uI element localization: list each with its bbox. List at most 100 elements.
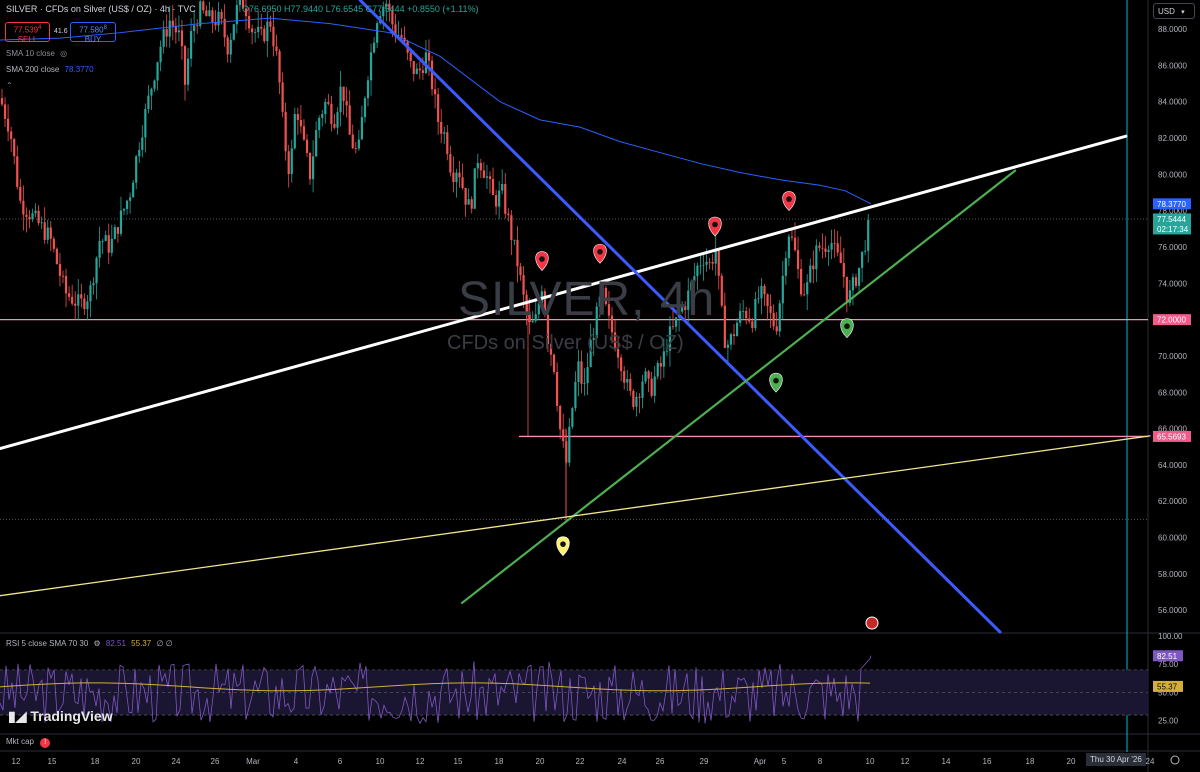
buy-button[interactable]: 77.5808 BUY xyxy=(70,22,116,44)
candle-body xyxy=(812,265,815,270)
candle-body xyxy=(778,303,781,332)
sma10-legend[interactable]: SMA 10 close ◎ xyxy=(6,49,67,58)
candle-body xyxy=(687,290,690,310)
currency-selector[interactable]: USD ▾ xyxy=(1153,3,1195,19)
candle-body xyxy=(266,21,269,42)
candle-body xyxy=(34,210,37,214)
candle-body xyxy=(656,363,659,377)
candle-body xyxy=(226,37,229,55)
candle-body xyxy=(546,314,550,344)
candle-body xyxy=(141,137,144,150)
candle-body xyxy=(89,285,92,302)
rsi-legend[interactable]: RSI 5 close SMA 70 30 ⚙ 82.51 55.37 ∅ ∅ xyxy=(6,639,173,648)
candle-body xyxy=(229,39,232,55)
sell-button[interactable]: 77.5394 SELL xyxy=(5,22,50,44)
marker-pin-dot xyxy=(560,541,566,547)
marker-pin-dot xyxy=(786,196,792,202)
candle-body xyxy=(754,299,757,329)
sell-price: 77.539 xyxy=(13,25,39,35)
candle-body xyxy=(394,24,397,36)
warning-icon[interactable]: ! xyxy=(40,738,51,748)
rsi-extra: ∅ ∅ xyxy=(156,639,173,648)
y-tick-label: 56.0000 xyxy=(1158,606,1187,615)
candle-body xyxy=(491,178,495,196)
candle-body xyxy=(144,108,147,138)
candle-body xyxy=(763,285,766,295)
candle-body xyxy=(98,240,101,258)
price-label-box xyxy=(1153,198,1191,210)
candle-body xyxy=(534,314,537,321)
candle-body xyxy=(519,266,522,276)
candle-body xyxy=(382,6,385,17)
candle-body xyxy=(757,298,760,300)
candle-body xyxy=(177,30,180,33)
rsi-tick-label: 50.00 xyxy=(1158,688,1179,697)
candle-body xyxy=(626,378,629,383)
buy-price: 77.580 xyxy=(79,25,104,35)
chevron-down-icon: ▾ xyxy=(1181,9,1185,16)
candle-body xyxy=(7,118,10,132)
eye-hidden-icon[interactable]: ◎ xyxy=(60,49,68,58)
candle-body xyxy=(339,86,342,113)
candle-body xyxy=(299,120,302,127)
candle-body xyxy=(68,293,71,297)
candle-body xyxy=(83,298,86,310)
candle-body xyxy=(662,351,665,367)
candle-body xyxy=(699,265,702,267)
candle-body xyxy=(690,281,693,291)
candle-body xyxy=(714,248,717,264)
candle-body xyxy=(543,291,546,315)
candle-body xyxy=(726,344,729,348)
candle-body xyxy=(363,98,367,118)
candle-body xyxy=(473,168,476,209)
trendline-yellow xyxy=(0,435,1151,597)
candle-body xyxy=(867,219,870,251)
rsi-sma-line xyxy=(0,682,871,692)
candle-body xyxy=(702,264,705,266)
candle-body xyxy=(409,52,412,62)
candle-body xyxy=(122,208,126,211)
candle-body xyxy=(55,248,58,264)
candle-body xyxy=(373,42,376,53)
trendline-green xyxy=(460,169,1017,605)
candle-body xyxy=(717,248,720,276)
y-tick-label: 84.0000 xyxy=(1158,98,1187,107)
rsi-sma-value: 55.37 xyxy=(131,639,152,648)
candle-body xyxy=(751,321,754,329)
trendline-white xyxy=(0,134,1128,451)
sell-label: SELL xyxy=(17,34,38,44)
marker-pin-dot xyxy=(773,377,779,384)
sma200-value: 78.3770 xyxy=(64,65,94,74)
candle-body xyxy=(16,156,19,187)
candle-body xyxy=(495,195,498,207)
candle-body xyxy=(415,68,418,74)
marker-pin-dot xyxy=(539,256,545,262)
candle-body xyxy=(592,338,595,340)
rsi-line xyxy=(0,655,872,725)
candle-body xyxy=(610,315,614,333)
candle-body xyxy=(220,11,223,19)
settings-icon[interactable]: ⚙ xyxy=(93,639,101,648)
candle-body xyxy=(510,215,513,240)
spread-value: 41.6 xyxy=(54,28,68,35)
sma200-legend[interactable]: SMA 200 close 78.3770 xyxy=(6,65,94,74)
x-tick-label: 26 xyxy=(211,757,220,766)
collapse-legend-icon[interactable]: ⌃ xyxy=(6,81,13,90)
y-tick-label: 78.0000 xyxy=(1158,207,1187,216)
candle-body xyxy=(574,381,577,409)
candle-body xyxy=(241,0,245,9)
candle-body xyxy=(705,261,708,265)
mkt-cap-legend[interactable]: Mkt cap ! xyxy=(6,737,51,748)
candle-body xyxy=(507,213,510,216)
ohlc-readout: O76.6950 H77.9440 L76.6545 C77.5444 +0.8… xyxy=(242,4,479,14)
candle-body xyxy=(135,156,138,183)
candle-body xyxy=(769,306,772,313)
candle-body xyxy=(244,8,248,17)
candle-body xyxy=(748,318,751,322)
symbol-text[interactable]: SILVER · CFDs on Silver (US$ / OZ) · 4h … xyxy=(6,4,196,14)
candle-body xyxy=(424,52,428,73)
y-tick-label: 60.0000 xyxy=(1158,534,1187,543)
candle-body xyxy=(821,247,824,249)
candle-body xyxy=(290,148,293,174)
